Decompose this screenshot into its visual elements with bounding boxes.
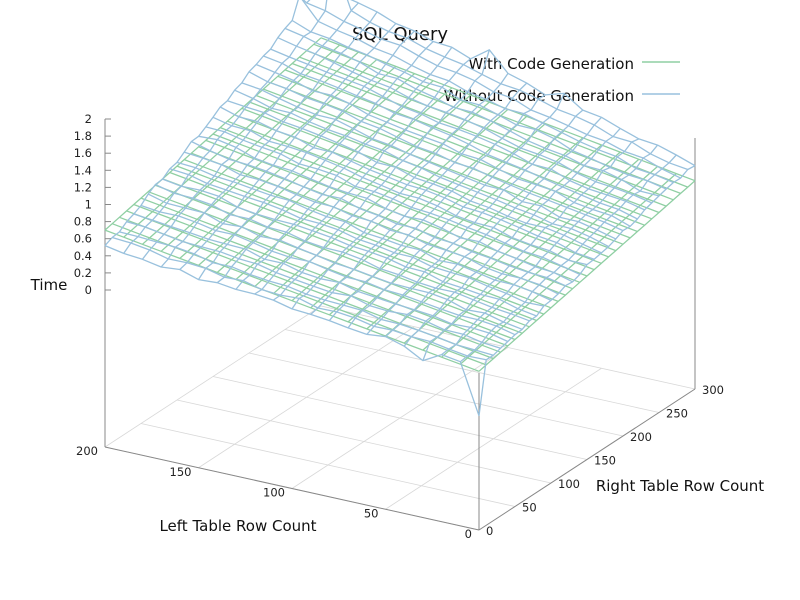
legend: With Code Generation Without Code Genera…	[444, 55, 680, 105]
without-codegen-line-y	[346, 0, 689, 171]
z-tick-label: 1	[85, 198, 92, 212]
without-codegen-line-y	[350, 0, 696, 167]
without-codegen-line-y	[306, 2, 681, 179]
without-codegen-line-y	[133, 213, 509, 343]
y-axis-label: Right Table Row Count	[596, 477, 764, 495]
z-tick-label: 1.6	[74, 146, 92, 160]
without-codegen-line-y	[219, 106, 595, 260]
without-codegen-line-y	[234, 89, 609, 248]
without-codegen-line-y	[277, 37, 653, 204]
grid-line-y	[176, 399, 552, 484]
without-codegen-line-y	[212, 116, 588, 266]
without-codegen-line-y	[184, 151, 559, 295]
grid-line-y	[212, 376, 588, 460]
x-axis	[104, 446, 480, 531]
with-codegen-line-y	[299, 56, 674, 201]
without-codegen-line-y	[291, 19, 667, 190]
y-axis	[478, 388, 696, 531]
without-codegen-line-y	[176, 161, 552, 301]
without-codegen-line-y	[248, 71, 624, 232]
y-tick-label: 50	[522, 501, 537, 515]
without-codegen-line-y	[284, 27, 660, 197]
without-codegen-line-y	[126, 221, 501, 349]
z-tick-label: 2	[85, 112, 92, 126]
with-codegen-line-y	[104, 229, 480, 372]
y-tick-label: 0	[486, 524, 493, 538]
z-tick-label: 0.4	[74, 249, 92, 263]
with-codegen-line-y	[169, 171, 545, 315]
z-tick-label: 1.2	[74, 180, 92, 194]
with-codegen-line-y	[162, 178, 537, 322]
without-codegen-line-y	[198, 135, 573, 283]
with-codegen-line-y	[155, 184, 530, 328]
without-codegen-line-y	[205, 126, 581, 275]
without-codegen-line-y	[119, 231, 494, 356]
z-tick-label: 0.6	[74, 232, 92, 246]
with-codegen-line-y	[183, 158, 559, 303]
grid-line-y	[284, 329, 660, 413]
with-codegen-line-y	[241, 107, 617, 252]
without-codegen-line-y	[301, 0, 674, 184]
z-axis-label: Time	[30, 276, 68, 294]
y-tick-label: 300	[702, 383, 724, 397]
x-tick-label: 150	[170, 465, 192, 479]
legend-label-without-codegen: Without Code Generation	[444, 87, 634, 105]
with-codegen-line-y	[133, 203, 509, 347]
grid-line-y	[248, 352, 624, 437]
with-codegen-line-y	[277, 75, 653, 220]
with-codegen-line-y	[219, 126, 595, 271]
surface-without-codegen	[104, 0, 696, 417]
with-codegen-line-y	[291, 62, 667, 207]
tick-labels: 0 0.2 0.4 0.6 0.8 1 1.2 1.4 1.6 1.8 2 0 50 100 150 200 0…	[74, 112, 724, 541]
without-codegen-line-y	[162, 178, 537, 317]
without-codegen-line-y	[112, 236, 487, 361]
with-codegen-line-y	[270, 82, 645, 226]
legend-label-with-codegen: With Code Generation	[468, 55, 634, 73]
z-tick-label: 1.4	[74, 163, 92, 177]
without-codegen-line-y	[270, 48, 645, 211]
y-tick-label: 250	[666, 407, 688, 421]
with-codegen-line-y	[255, 94, 631, 239]
chart-title: SQL Query	[352, 24, 448, 45]
without-codegen-line-y	[255, 63, 631, 227]
grid-line-y	[140, 423, 516, 507]
with-codegen-line-y	[248, 101, 624, 245]
with-codegen-line-y	[212, 133, 588, 277]
without-codegen-line-y	[169, 168, 544, 307]
z-tick-label: 1.8	[74, 129, 92, 143]
x-tick-label: 0	[465, 527, 472, 541]
without-codegen-line-y	[241, 82, 617, 240]
z-tick-label: 0.2	[74, 266, 92, 280]
y-tick-label: 150	[594, 454, 616, 468]
without-codegen-line-y	[263, 55, 638, 220]
x-axis-label: Left Table Row Count	[159, 517, 316, 535]
x-tick-label: 50	[364, 506, 379, 520]
x-tick-label: 200	[76, 444, 98, 458]
without-codegen-line-y	[191, 140, 566, 287]
base-plane	[104, 119, 696, 531]
with-codegen-line-y	[176, 165, 552, 309]
without-codegen-line-y	[155, 183, 530, 322]
without-codegen-line-y	[104, 245, 480, 417]
without-codegen-line-y	[140, 204, 516, 336]
z-tick-label: 0.8	[74, 215, 92, 229]
without-codegen-line-y	[147, 193, 523, 330]
y-tick-label: 100	[558, 477, 580, 491]
without-codegen-line-y	[227, 100, 602, 254]
y-tick-label: 200	[630, 430, 652, 444]
z-tick-label: 0	[85, 283, 92, 297]
x-tick-label: 100	[263, 486, 285, 500]
